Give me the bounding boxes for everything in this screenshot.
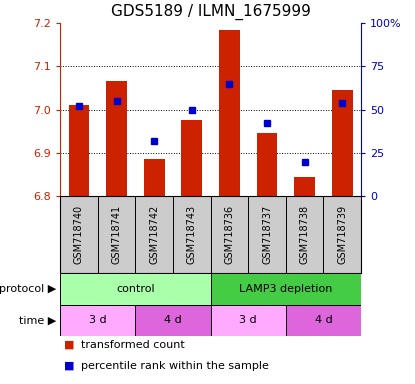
Bar bbox=[211, 305, 286, 336]
Text: protocol ▶: protocol ▶ bbox=[0, 284, 56, 294]
Text: GSM718737: GSM718737 bbox=[262, 205, 272, 264]
Text: percentile rank within the sample: percentile rank within the sample bbox=[81, 361, 269, 371]
Text: ■: ■ bbox=[64, 340, 75, 350]
Text: GSM718740: GSM718740 bbox=[74, 205, 84, 264]
Text: time ▶: time ▶ bbox=[19, 315, 56, 325]
Text: GSM718742: GSM718742 bbox=[149, 205, 159, 264]
Text: control: control bbox=[116, 284, 155, 294]
Text: 3 d: 3 d bbox=[239, 315, 257, 325]
Bar bbox=[181, 121, 202, 196]
Text: 4 d: 4 d bbox=[315, 315, 332, 325]
Bar bbox=[60, 305, 135, 336]
Bar bbox=[219, 30, 240, 196]
Text: ■: ■ bbox=[64, 361, 75, 371]
Bar bbox=[106, 81, 127, 196]
Text: transformed count: transformed count bbox=[81, 340, 185, 350]
Text: 3 d: 3 d bbox=[89, 315, 107, 325]
Text: 4 d: 4 d bbox=[164, 315, 182, 325]
Text: LAMP3 depletion: LAMP3 depletion bbox=[239, 284, 332, 294]
Text: GSM718743: GSM718743 bbox=[187, 205, 197, 264]
Bar bbox=[144, 159, 164, 196]
Bar bbox=[294, 177, 315, 196]
Bar bbox=[68, 105, 89, 196]
Text: GSM718741: GSM718741 bbox=[112, 205, 122, 264]
Bar bbox=[211, 273, 361, 305]
Text: GSM718736: GSM718736 bbox=[225, 205, 234, 264]
Bar bbox=[60, 273, 211, 305]
Text: GSM718739: GSM718739 bbox=[337, 205, 347, 264]
Text: GSM718738: GSM718738 bbox=[300, 205, 310, 264]
Bar bbox=[332, 90, 353, 196]
Bar bbox=[257, 134, 277, 196]
Bar bbox=[135, 305, 210, 336]
Title: GDS5189 / ILMN_1675999: GDS5189 / ILMN_1675999 bbox=[111, 4, 310, 20]
Bar bbox=[286, 305, 361, 336]
